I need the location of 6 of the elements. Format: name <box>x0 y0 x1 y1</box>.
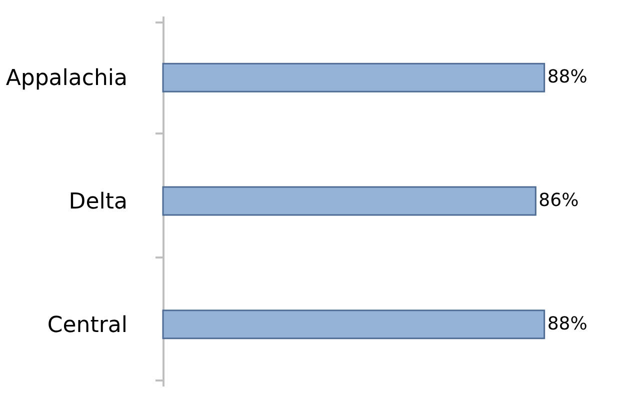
data-label: 88% <box>547 313 588 334</box>
y-tick-label: Delta <box>68 190 128 214</box>
y-tick-label: Appalachia <box>6 66 128 92</box>
data-label: 88% <box>547 66 588 88</box>
data-label: 86% <box>538 190 579 211</box>
y-tick-label: Central <box>47 312 128 338</box>
